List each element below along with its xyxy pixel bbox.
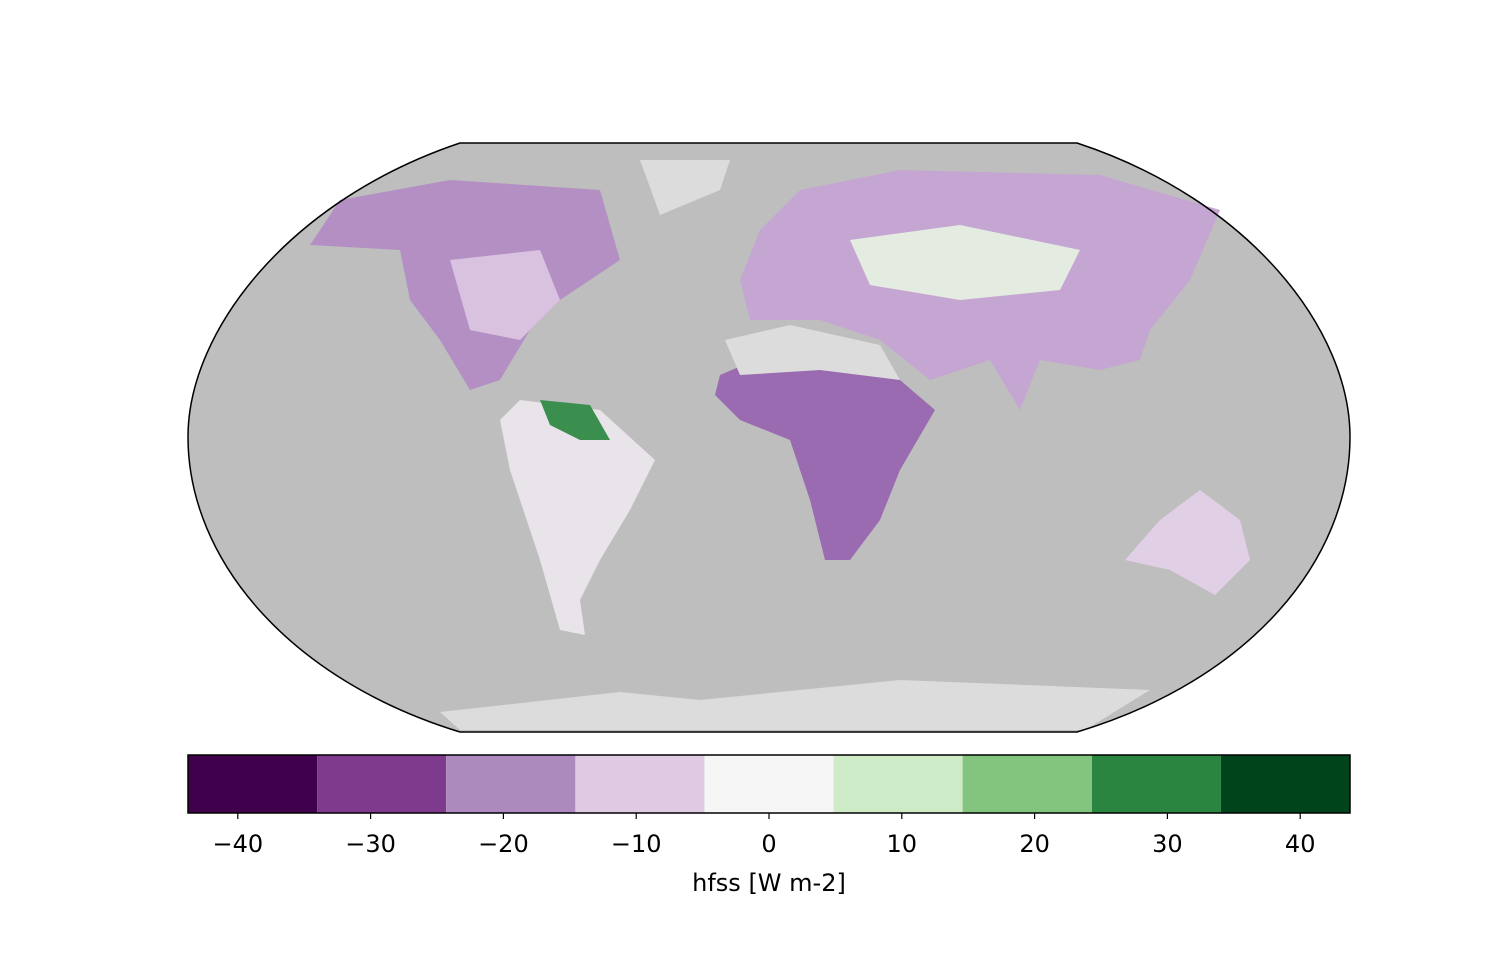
central-asia (850, 225, 1080, 300)
tick-label: 40 (1285, 830, 1316, 858)
map (187, 142, 1351, 733)
map-border (187, 142, 1351, 733)
colorbar-bin (1091, 755, 1221, 813)
colorbar-bin (446, 755, 576, 813)
colorbar: −40 −30 −20 −10 0 10 20 30 40 (187, 754, 1351, 858)
colorbar-bin (317, 755, 447, 813)
colorbar-bin (1220, 755, 1350, 813)
tick-label: 30 (1152, 830, 1183, 858)
amazon (540, 400, 610, 440)
colorbar-bin (188, 755, 318, 813)
south-america (500, 400, 655, 635)
colorbar-label: hfss [W m-2] (692, 869, 846, 897)
colorbar-bin (704, 755, 834, 813)
tick-label: −10 (611, 830, 662, 858)
tick-label: −40 (212, 830, 263, 858)
tick-label: 10 (887, 830, 918, 858)
tick-label: −20 (478, 830, 529, 858)
australia (1125, 490, 1250, 595)
antarctica (440, 680, 1150, 730)
colorbar-bin (833, 755, 963, 813)
africa (715, 345, 935, 560)
colorbar-bin (575, 755, 705, 813)
colorbar-bin (962, 755, 1092, 813)
tick-label: 0 (761, 830, 776, 858)
greenland (640, 160, 730, 215)
north-america-east (450, 250, 560, 340)
tick-label: −30 (345, 830, 396, 858)
tick-label: 20 (1019, 830, 1050, 858)
sahara (725, 325, 900, 380)
